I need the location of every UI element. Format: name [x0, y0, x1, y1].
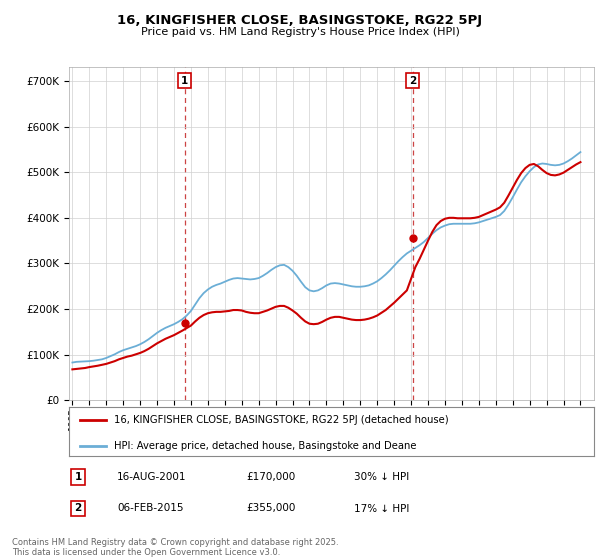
Text: 1: 1 — [74, 472, 82, 482]
Text: 16, KINGFISHER CLOSE, BASINGSTOKE, RG22 5PJ: 16, KINGFISHER CLOSE, BASINGSTOKE, RG22 … — [118, 14, 482, 27]
Text: 06-FEB-2015: 06-FEB-2015 — [117, 503, 184, 514]
Text: Price paid vs. HM Land Registry's House Price Index (HPI): Price paid vs. HM Land Registry's House … — [140, 27, 460, 38]
Text: 2: 2 — [409, 76, 416, 86]
Text: 1: 1 — [181, 76, 188, 86]
Text: £355,000: £355,000 — [246, 503, 295, 514]
Text: £170,000: £170,000 — [246, 472, 295, 482]
Text: 16-AUG-2001: 16-AUG-2001 — [117, 472, 187, 482]
Text: Contains HM Land Registry data © Crown copyright and database right 2025.
This d: Contains HM Land Registry data © Crown c… — [12, 538, 338, 557]
Text: HPI: Average price, detached house, Basingstoke and Deane: HPI: Average price, detached house, Basi… — [113, 441, 416, 451]
Text: 16, KINGFISHER CLOSE, BASINGSTOKE, RG22 5PJ (detached house): 16, KINGFISHER CLOSE, BASINGSTOKE, RG22 … — [113, 416, 448, 426]
Text: 30% ↓ HPI: 30% ↓ HPI — [354, 472, 409, 482]
Text: 2: 2 — [74, 503, 82, 514]
Text: 17% ↓ HPI: 17% ↓ HPI — [354, 503, 409, 514]
